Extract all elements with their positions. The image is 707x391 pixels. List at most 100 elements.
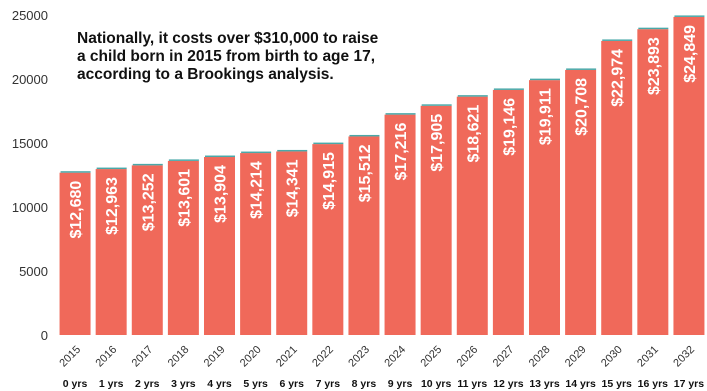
bar-top-accent	[132, 163, 163, 166]
x-tick-label: 2019	[202, 344, 228, 370]
bar-top-accent	[530, 78, 560, 81]
x-tick-label: 2026	[455, 344, 481, 370]
bar-2026	[456, 96, 488, 335]
bar-top-accent	[421, 104, 452, 106]
x-axis: 2015 2016 2017 2018 2019 2020 2021 2022 2023 2024…	[57, 344, 697, 370]
bar-top-accent	[60, 171, 91, 173]
bar-2015	[59, 172, 91, 335]
data-label: $17,905	[429, 114, 446, 172]
x-tick-label: 2015	[57, 344, 83, 370]
annotation-line-1: Nationally, it costs over $310,000 to ra…	[77, 30, 379, 47]
bar-top-accent	[205, 155, 235, 158]
x-tick-label: 2030	[599, 344, 625, 370]
bar-2025	[420, 105, 452, 335]
age-label: 12 yrs	[493, 378, 524, 390]
age-label: 6 yrs	[279, 378, 304, 390]
bar-2018	[167, 160, 199, 335]
bar-top-accent	[385, 113, 416, 115]
bar-top-accent	[566, 68, 597, 70]
data-label: $20,708	[574, 78, 591, 136]
x-tick-label: 2018	[166, 344, 192, 370]
annotation-line-2: a child born in 2015 from birth to age 1…	[77, 48, 375, 65]
y-tick-label: 10000	[12, 200, 48, 215]
data-labels: $12,680 $12,963 $13,252 $13,601 $13,904 $14,2…	[68, 25, 699, 239]
bar-top-accent	[457, 95, 488, 97]
bar-top-accent	[313, 142, 344, 145]
y-axis: 0 5000 10000 15000 20000 25000	[12, 8, 48, 343]
bar-2027	[492, 89, 524, 335]
bar-top-accent	[602, 39, 633, 41]
age-label: 0 yrs	[63, 378, 88, 390]
age-label: 11 yrs	[457, 378, 487, 390]
x-tick-label: 2025	[418, 344, 444, 370]
bar-2017	[131, 165, 163, 335]
data-label: $14,915	[321, 152, 338, 210]
bar-2032	[673, 16, 705, 335]
data-label: $13,601	[176, 169, 193, 227]
bar-top-accent	[168, 159, 199, 161]
annotation-line-3: according to a Brookings analysis.	[77, 66, 334, 83]
age-label: 8 yrs	[352, 378, 377, 390]
y-tick-label: 5000	[19, 264, 48, 279]
bar-2019	[204, 157, 235, 335]
data-label: $14,341	[285, 159, 302, 217]
data-label: $17,216	[393, 123, 410, 181]
bar-top-accent	[638, 27, 669, 30]
bar-2030	[601, 40, 633, 335]
bar-2028	[529, 80, 560, 336]
x-tick-label: 2027	[491, 344, 517, 370]
age-label: 10 yrs	[421, 378, 452, 390]
x-tick-label: 2024	[382, 344, 408, 370]
y-tick-label: 15000	[12, 136, 48, 151]
bar-series	[59, 15, 705, 336]
y-tick-label: 25000	[12, 8, 48, 23]
age-label: 15 yrs	[602, 378, 633, 390]
bar-2029	[565, 69, 597, 336]
data-label: $12,680	[68, 181, 85, 239]
bar-2031	[637, 29, 669, 336]
bar-2021	[276, 151, 308, 335]
y-tick-label: 0	[41, 328, 48, 343]
bar-2023	[348, 136, 380, 335]
data-label: $18,621	[465, 105, 482, 163]
x-tick-label: 2022	[310, 344, 336, 370]
x-tick-label: 2021	[274, 344, 300, 370]
age-label: 16 yrs	[638, 378, 669, 390]
age-label: 13 yrs	[529, 378, 560, 390]
age-label: 4 yrs	[207, 378, 232, 390]
age-label: 2 yrs	[135, 378, 160, 390]
age-label: 5 yrs	[243, 378, 268, 390]
data-label: $13,252	[140, 173, 157, 231]
data-label: $23,893	[646, 37, 663, 95]
bar-2020	[240, 153, 272, 335]
data-label: $14,214	[249, 161, 266, 219]
data-label: $19,911	[538, 88, 555, 145]
age-labels: 0 yrs 1 yrs 2 yrs 3 yrs 4 yrs 5 yrs 6 yrs 7 yrs…	[63, 378, 704, 390]
annotation: Nationally, it costs over $310,000 to ra…	[77, 30, 379, 83]
x-tick-label: 2031	[635, 344, 661, 370]
x-tick-label: 2028	[527, 344, 553, 370]
bar-top-accent	[674, 15, 705, 17]
data-label: $24,849	[682, 25, 699, 83]
data-label: $15,512	[357, 144, 374, 202]
x-tick-label: 2017	[130, 344, 156, 370]
age-label: 1 yrs	[99, 378, 124, 390]
y-tick-label: 20000	[12, 72, 48, 87]
age-label: 17 yrs	[674, 378, 705, 390]
bar-2024	[384, 114, 416, 336]
age-label: 3 yrs	[171, 378, 196, 390]
x-tick-label: 2023	[346, 344, 372, 370]
x-tick-label: 2020	[238, 344, 264, 370]
data-label: $13,904	[213, 165, 230, 223]
bar-top-accent	[493, 88, 524, 90]
age-label: 7 yrs	[316, 378, 341, 390]
age-label: 9 yrs	[388, 378, 413, 390]
x-tick-label: 2029	[563, 344, 589, 370]
bar-top-accent	[277, 149, 308, 152]
x-tick-label: 2032	[671, 344, 697, 370]
bar-top-accent	[349, 134, 380, 137]
data-label: $19,146	[501, 98, 518, 156]
age-label: 14 yrs	[565, 378, 596, 390]
bar-2016	[95, 169, 127, 335]
